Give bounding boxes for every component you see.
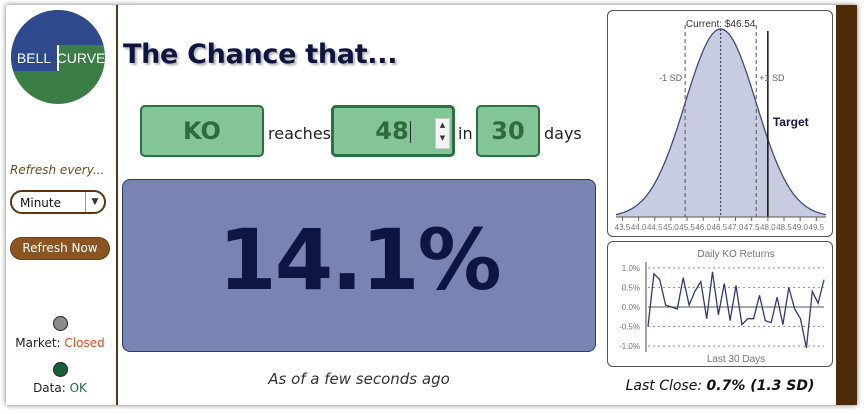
chevron-down-icon[interactable]: ▼ (85, 192, 104, 212)
stepper-up-icon[interactable]: ▲ (439, 121, 446, 129)
refresh-now-button[interactable]: Refresh Now (10, 237, 110, 260)
distribution-chart: Current: $46.54 -1 SD +1 SD Target 43.5 4… (615, 19, 827, 232)
probability-panel (122, 179, 596, 352)
stepper-down-icon[interactable]: ▼ (439, 134, 446, 142)
data-status-indicator (53, 362, 68, 377)
market-status-label: Market: (15, 336, 61, 350)
app-frame: BELL CURVE Refresh every... Minute ▼ Ref… (6, 5, 857, 405)
x-tick-label: 48.0 (760, 223, 776, 232)
x-tick-label: 46.0 (695, 223, 711, 232)
updated-timestamp: As of a few seconds ago (268, 370, 450, 388)
x-tick-label: 47.5 (744, 223, 760, 232)
right-edge-bar (836, 5, 857, 405)
sidebar: BELL CURVE Refresh every... Minute ▼ Ref… (6, 5, 118, 405)
days-input[interactable]: 30 (476, 105, 540, 157)
last-close-value: 0.7% (1.3 SD) (706, 378, 815, 394)
x-tick-label: 45.5 (679, 223, 695, 232)
reaches-label: reaches (268, 124, 331, 143)
market-status-indicator (53, 316, 68, 331)
data-status-label: Data: (33, 381, 66, 395)
ticker-value: KO (183, 117, 221, 145)
returns-chart-panel: Daily KO Returns 1.0% 0.5% 0.0% -0.5% -1.0% … (607, 241, 833, 367)
bellcurve-logo: BELL CURVE (11, 10, 106, 104)
y-tick-label: 0.0% (622, 303, 640, 312)
refresh-interval-select[interactable]: Minute ▼ (10, 190, 106, 214)
page-title: The Chance that... (123, 39, 398, 70)
text-cursor (409, 121, 411, 143)
data-status: Data: OK (6, 381, 114, 395)
returns-chart: Daily KO Returns 1.0%0.5%0.0%-0.5%-1.0% … (619, 249, 825, 365)
target-price-value: 48 (375, 117, 409, 145)
returns-series-line (647, 271, 825, 349)
data-status-value: OK (69, 381, 87, 395)
refresh-interval-value: Minute (20, 196, 61, 210)
distribution-area (616, 29, 826, 217)
target-label: Target (773, 115, 809, 129)
x-tick-label: 46.5 (712, 223, 728, 232)
x-tick-label: 44.0 (631, 223, 647, 232)
days-value: 30 (491, 117, 525, 145)
y-tick-label: -0.5% (619, 323, 640, 332)
y-tick-label: -1.0% (619, 342, 640, 351)
ticker-input[interactable]: KO (140, 105, 264, 157)
last-close: Last Close: 0.7% (1.3 SD) (607, 378, 833, 394)
x-axis-ticks: 43.5 44.0 44.5 45.0 45.5 46.0 46.5 47.0 47.5 48.0… (615, 217, 825, 232)
in-label: in (458, 124, 473, 143)
returns-chart-title: Daily KO Returns (697, 249, 774, 260)
x-tick-label: 48.5 (776, 223, 792, 232)
last-close-label: Last Close: (625, 378, 703, 394)
target-price-stepper[interactable]: ▲ ▼ (435, 118, 450, 149)
minus-sd-label: -1 SD (659, 73, 683, 83)
days-label: days (544, 124, 582, 143)
x-tick-label: 49.0 (792, 223, 808, 232)
target-price-input[interactable]: 48 ▲ ▼ (331, 105, 455, 157)
x-tick-label: 49.5 (809, 223, 825, 232)
x-tick-label: 43.5 (615, 223, 631, 232)
x-tick-label: 47.0 (728, 223, 744, 232)
current-price-label: Current: $46.54 (686, 19, 756, 30)
logo-text-left: BELL (17, 50, 51, 66)
y-tick-label: 1.0% (622, 264, 640, 273)
logo-text-right: CURVE (57, 50, 106, 66)
plus-sd-label: +1 SD (759, 73, 785, 83)
x-tick-label: 44.5 (647, 223, 663, 232)
refresh-interval-label: Refresh every... (10, 163, 105, 177)
distribution-chart-panel: Current: $46.54 -1 SD +1 SD Target 43.5 4… (607, 10, 833, 237)
x-tick-label: 45.0 (663, 223, 679, 232)
market-status-value: Closed (64, 336, 105, 350)
y-tick-label: 0.5% (622, 283, 640, 292)
probability-value: 14.1% (218, 211, 501, 309)
market-status: Market: Closed (6, 336, 114, 350)
returns-x-label: Last 30 Days (707, 354, 765, 365)
